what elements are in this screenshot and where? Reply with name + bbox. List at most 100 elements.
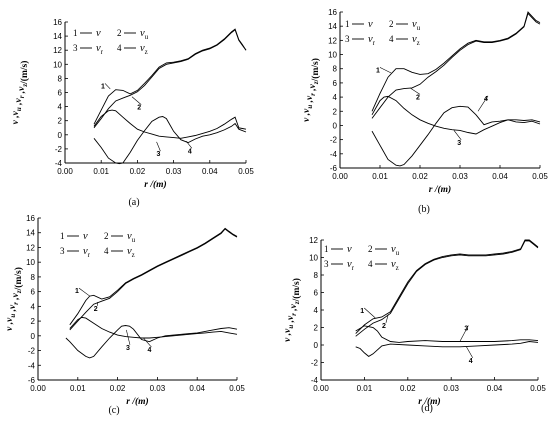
curve-label-4: 4 — [186, 140, 193, 155]
legend-number: 4 — [117, 43, 122, 53]
legend-number: 2 — [389, 19, 394, 29]
leader-line — [379, 67, 392, 74]
legend-entry: 2 vu — [117, 28, 149, 41]
curve-label-1: 1 — [75, 287, 90, 297]
leader-line — [126, 329, 131, 345]
x-tick-label: 0.00 — [57, 167, 73, 176]
y-tick-label: -2 — [55, 145, 63, 154]
x-tick-label: 0.02 — [130, 167, 146, 176]
curve-label-4: 4 — [466, 346, 473, 365]
legend-symbol: vu — [391, 244, 400, 257]
legend-entry: 2 vu — [368, 244, 400, 257]
leader-line — [453, 130, 462, 140]
y-tick-label: -2 — [330, 136, 338, 145]
series-line-4 — [69, 316, 238, 339]
legend-symbol: vr — [83, 246, 91, 259]
legend-symbol: vu — [412, 19, 421, 32]
legend-entry: 3 vr — [345, 34, 376, 47]
series-line-2 — [93, 29, 247, 129]
series-line-3 — [65, 325, 238, 359]
x-tick-label: 0.02 — [110, 384, 126, 393]
curve-label-3: 3 — [156, 141, 161, 158]
y-tick-label: 4 — [314, 306, 319, 315]
x-tick-label: 0.03 — [166, 167, 182, 176]
x-tick-label: 0.03 — [443, 384, 459, 393]
y-tick-label: 8 — [333, 65, 338, 74]
y-tick-label: 2 — [58, 117, 63, 126]
y-tick-label: -4 — [311, 376, 319, 385]
leader-line — [466, 346, 473, 359]
legend-entry: 3 vr — [324, 259, 355, 272]
series-line-1 — [371, 11, 541, 112]
curve-label-text: 2 — [94, 306, 98, 313]
x-tick-label: 0.02 — [400, 384, 416, 393]
curve-label-3: 3 — [459, 325, 469, 342]
legend-number: 1 — [324, 244, 329, 254]
legend-number: 1 — [73, 28, 78, 38]
x-tick-label: 0.04 — [202, 167, 218, 176]
leader-line — [364, 307, 376, 319]
series-line-3 — [371, 105, 541, 167]
y-tick-label: 6 — [314, 289, 319, 298]
x-tick-label: 0.05 — [530, 384, 546, 393]
series-line-2 — [355, 240, 539, 337]
x-tick-label: 0.05 — [532, 172, 548, 181]
series-line-1 — [93, 28, 247, 125]
y-tick-label: 12 — [328, 36, 337, 45]
legend-symbol: vz — [127, 246, 135, 259]
legend-number: 2 — [104, 231, 109, 241]
legend-entry: 4 vz — [104, 246, 135, 259]
y-tick-label: 2 — [314, 324, 319, 333]
legend-entry: 2 vu — [389, 19, 421, 32]
curve-label-2: 2 — [131, 96, 142, 112]
y-tick-label: -2 — [311, 359, 319, 368]
leader-line — [143, 337, 152, 348]
legend-number: 4 — [389, 34, 394, 44]
leader-line — [409, 87, 421, 95]
x-tick-label: 0.05 — [229, 384, 245, 393]
y-tick-label: 8 — [58, 74, 63, 83]
y-axis-title: v ,vu ,vr ,vz/(m/s) — [283, 278, 302, 342]
series-line-2 — [371, 12, 541, 119]
y-tick-label: 14 — [328, 22, 337, 31]
curve-label-text: 1 — [101, 83, 105, 90]
panel-caption: (d) — [421, 403, 433, 414]
curve-label-text: 2 — [416, 94, 420, 101]
y-tick-label: 0 — [58, 131, 63, 140]
y-tick-label: 10 — [26, 258, 35, 267]
y-tick-label: 10 — [328, 51, 337, 60]
y-tick-label: -4 — [28, 361, 36, 370]
curve-label-2: 2 — [382, 314, 389, 330]
legend-number: 3 — [60, 246, 65, 256]
curve-label-text: 1 — [360, 308, 364, 315]
legend-number: 2 — [368, 244, 373, 254]
legend-number: 4 — [368, 259, 373, 269]
curve-label-1: 1 — [360, 307, 376, 319]
legend-symbol: vr — [368, 34, 376, 47]
legend-symbol: v — [96, 28, 101, 39]
curve-label-text: 3 — [457, 140, 461, 147]
curve-label-3: 3 — [126, 329, 131, 352]
panel-caption: (a) — [128, 197, 139, 208]
panel-caption: (b) — [418, 204, 430, 215]
y-tick-label: 0 — [314, 341, 319, 350]
curve-label-text: 4 — [188, 148, 192, 155]
legend-number: 3 — [345, 34, 350, 44]
y-tick-label: 4 — [31, 302, 36, 311]
y-tick-label: 16 — [328, 8, 337, 17]
series-line-4 — [371, 95, 541, 135]
legend-number: 2 — [117, 28, 122, 38]
x-tick-label: 0.00 — [313, 384, 329, 393]
y-tick-label: 6 — [58, 89, 63, 98]
x-tick-label: 0.04 — [487, 384, 503, 393]
curve-label-text: 1 — [75, 288, 79, 295]
leader-line — [104, 83, 111, 90]
curve-label-text: 3 — [126, 345, 130, 352]
